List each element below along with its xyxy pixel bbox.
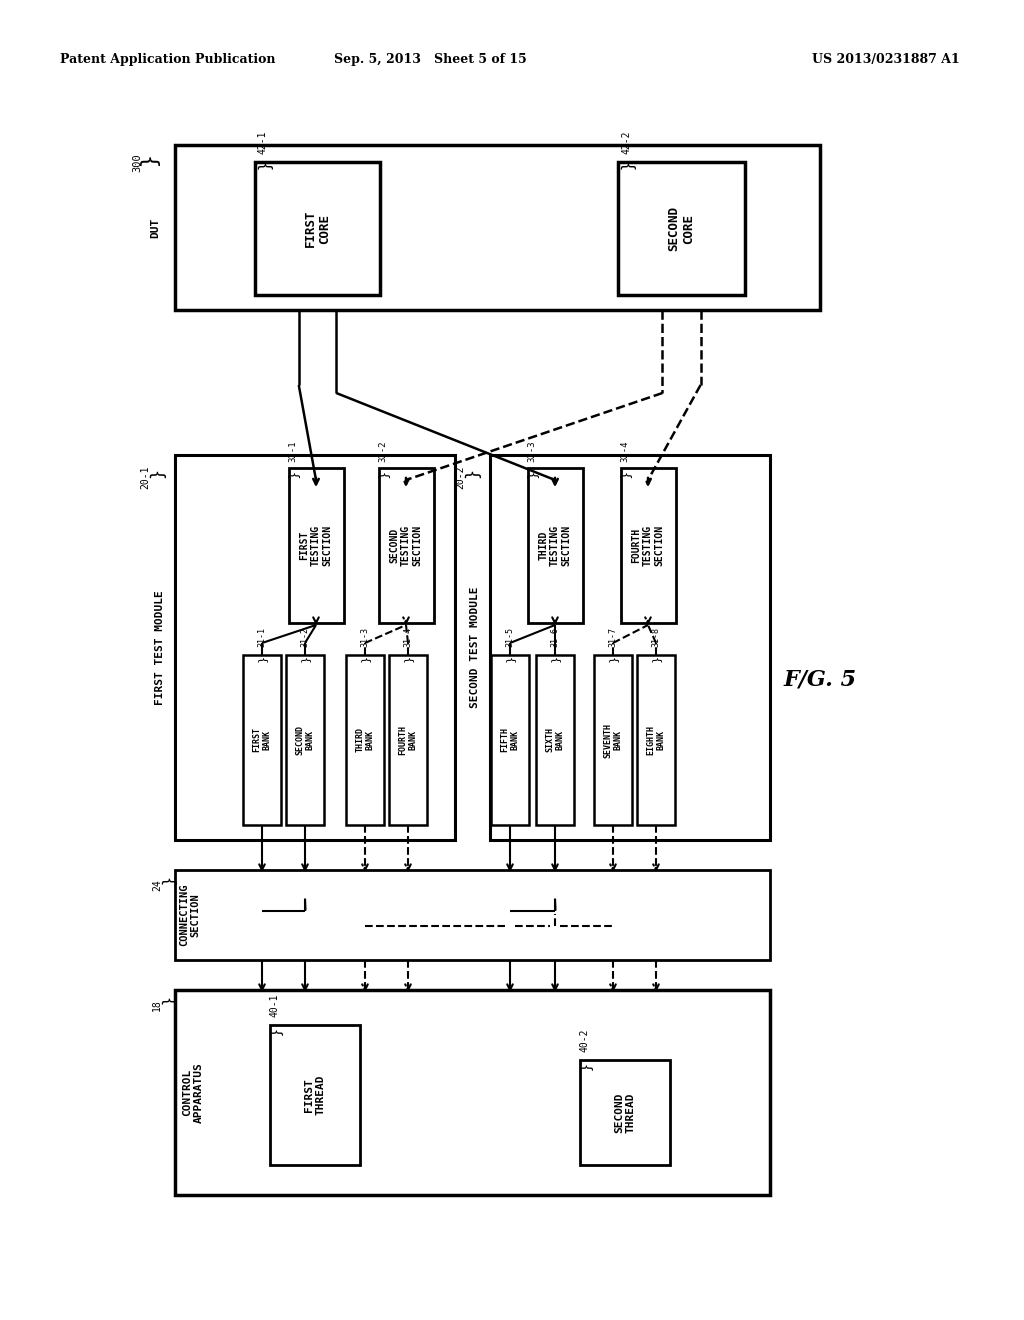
Text: FIRST
THREAD: FIRST THREAD — [304, 1074, 326, 1115]
Text: {: { — [267, 1028, 281, 1038]
Text: SECOND
BANK: SECOND BANK — [295, 725, 314, 755]
Text: {: { — [505, 656, 515, 664]
Text: 24: 24 — [152, 879, 162, 891]
Text: {: { — [608, 656, 618, 664]
Text: CONTROL
APPARATUS: CONTROL APPARATUS — [182, 1063, 204, 1123]
Bar — [289, 469, 343, 623]
Bar — [490, 455, 770, 840]
Text: FIRST
TESTING
SECTION: FIRST TESTING SECTION — [299, 525, 333, 566]
Bar — [490, 655, 529, 825]
Text: {: { — [577, 1064, 591, 1072]
Text: {: { — [360, 656, 370, 664]
Bar — [175, 870, 770, 960]
Text: SECOND
TESTING
SECTION: SECOND TESTING SECTION — [389, 525, 423, 566]
Text: SECOND TEST MODULE: SECOND TEST MODULE — [470, 587, 480, 709]
Text: F/G. 5: F/G. 5 — [783, 669, 856, 690]
Bar — [175, 990, 770, 1195]
Text: 31-4: 31-4 — [403, 627, 413, 647]
Text: EIGHTH
BANK: EIGHTH BANK — [646, 725, 666, 755]
Text: 42-2: 42-2 — [621, 131, 631, 154]
Text: 32-3: 32-3 — [527, 441, 536, 462]
Text: Patent Application Publication: Patent Application Publication — [60, 54, 275, 66]
Bar — [621, 469, 676, 623]
Text: {: { — [160, 878, 175, 887]
Text: {: { — [146, 470, 164, 480]
Text: {: { — [376, 473, 389, 479]
Text: 31-1: 31-1 — [257, 627, 266, 647]
Bar — [618, 162, 745, 294]
Text: 32-2: 32-2 — [378, 441, 387, 462]
Text: 31-2: 31-2 — [300, 627, 309, 647]
Text: {: { — [286, 473, 299, 479]
Text: Sep. 5, 2013   Sheet 5 of 15: Sep. 5, 2013 Sheet 5 of 15 — [334, 54, 526, 66]
Bar — [175, 145, 820, 310]
Bar — [580, 1060, 670, 1166]
Text: FOURTH
BANK: FOURTH BANK — [398, 725, 418, 755]
Text: THIRD
BANK: THIRD BANK — [355, 727, 375, 752]
Text: 31-6: 31-6 — [551, 627, 559, 647]
Text: {: { — [618, 162, 634, 172]
Bar — [175, 455, 455, 840]
Text: CONNECTING
SECTION: CONNECTING SECTION — [179, 884, 201, 946]
Text: US 2013/0231887 A1: US 2013/0231887 A1 — [812, 54, 961, 66]
Text: {: { — [255, 162, 270, 172]
Text: SECOND
THREAD: SECOND THREAD — [614, 1092, 636, 1133]
Text: FIRST
BANK: FIRST BANK — [252, 727, 271, 752]
Text: {: { — [525, 473, 538, 479]
Bar — [286, 655, 324, 825]
Bar — [389, 655, 427, 825]
Text: 20-1: 20-1 — [140, 465, 150, 488]
Text: DUT: DUT — [150, 218, 160, 238]
Text: FOURTH
TESTING
SECTION: FOURTH TESTING SECTION — [632, 525, 665, 566]
Text: {: { — [160, 998, 175, 1007]
Text: 31-3: 31-3 — [360, 627, 370, 647]
Bar — [594, 655, 632, 825]
Bar — [243, 655, 281, 825]
Text: SECOND
CORE: SECOND CORE — [668, 206, 695, 251]
Text: 31-8: 31-8 — [651, 627, 660, 647]
Text: 20-2: 20-2 — [455, 465, 465, 488]
Text: {: { — [257, 656, 267, 664]
Text: SIXTH
BANK: SIXTH BANK — [546, 727, 564, 752]
Text: {: { — [651, 656, 662, 664]
Bar — [637, 655, 675, 825]
Text: {: { — [403, 656, 413, 664]
Text: FIRST
CORE: FIRST CORE — [303, 210, 332, 247]
Text: 32-4: 32-4 — [620, 441, 629, 462]
Bar — [536, 655, 574, 825]
Text: 42-1: 42-1 — [258, 131, 268, 154]
Bar — [270, 1026, 360, 1166]
Text: FIFTH
BANK: FIFTH BANK — [501, 727, 520, 752]
Bar — [379, 469, 433, 623]
Text: {: { — [550, 656, 560, 664]
Text: 300: 300 — [132, 153, 142, 173]
Text: 31-5: 31-5 — [506, 627, 514, 647]
Text: SEVENTH
BANK: SEVENTH BANK — [603, 722, 623, 758]
Text: 40-2: 40-2 — [579, 1028, 589, 1052]
Text: 18: 18 — [152, 999, 162, 1011]
Text: {: { — [300, 656, 310, 664]
Text: THIRD
TESTING
SECTION: THIRD TESTING SECTION — [539, 525, 571, 566]
Bar — [346, 655, 384, 825]
Text: 31-7: 31-7 — [608, 627, 617, 647]
Bar — [527, 469, 583, 623]
Text: {: { — [137, 156, 157, 170]
Text: FIRST TEST MODULE: FIRST TEST MODULE — [155, 590, 165, 705]
Text: {: { — [618, 473, 631, 479]
Bar — [255, 162, 380, 294]
Text: 32-1: 32-1 — [288, 441, 297, 462]
Text: {: { — [461, 470, 479, 480]
Text: 40-1: 40-1 — [269, 994, 279, 1016]
